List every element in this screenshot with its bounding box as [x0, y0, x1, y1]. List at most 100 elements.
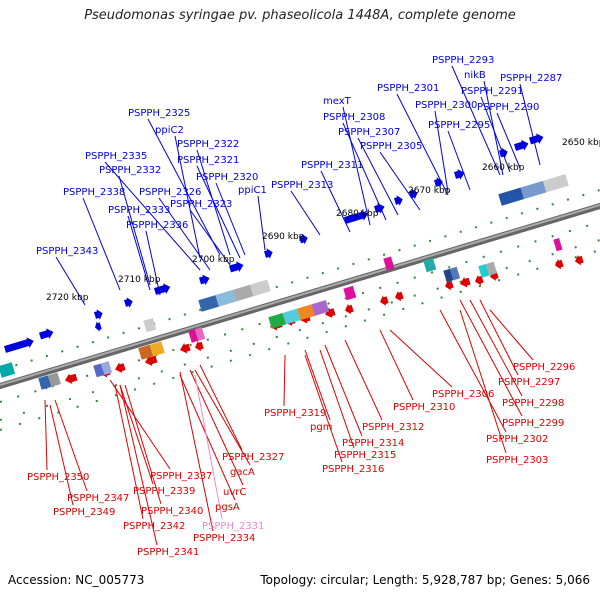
feature-block-c-cell-1 [282, 308, 301, 325]
gene-labels: PSPPH_2293 nikB PSPPH_2287 PSPPH_2291 PSPPH_… [27, 55, 575, 558]
reverse-label-2: PSPPH_2297 [498, 377, 560, 388]
reverse-gene-16-shape [475, 274, 484, 286]
forward-leader-2 [519, 83, 541, 166]
reverse-leader-27 [119, 384, 158, 546]
reverse-label-13: PSPPH_2303 [486, 455, 548, 466]
reverse-label-7: PSPPH_2312 [362, 422, 424, 433]
track-ticks [0, 189, 600, 431]
feature-block-b [498, 174, 569, 206]
forward-gene-3-shape [123, 297, 133, 308]
forward-leader-19 [215, 182, 246, 256]
forward-label-2: PSPPH_2287 [500, 73, 562, 84]
reverse-leader-18 [119, 384, 154, 485]
forward-gene-6-shape [228, 261, 244, 273]
feature-block-e-cell-1 [100, 361, 113, 375]
ticks-inner-reverse [0, 221, 600, 403]
scale-label-0: 2650 kbp [562, 138, 600, 148]
forward-label-25: PSPPH_2333 [108, 205, 170, 216]
reverse-label-10: PSPPH_2302 [486, 434, 548, 445]
forward-gene-6 [228, 261, 244, 273]
reverse-leader-11 [199, 364, 243, 451]
forward-gene-7 [263, 248, 273, 259]
reverse-label-24: PSPPH_2342 [123, 521, 185, 532]
reverse-label-16: PSPPH_2350 [27, 472, 89, 483]
forward-leader-15 [104, 161, 201, 271]
reverse-gene-16 [475, 274, 484, 286]
forward-gene-1 [38, 328, 54, 340]
gene-features [0, 133, 584, 390]
reverse-leader-20 [189, 369, 244, 486]
reverse-gene-14-shape [445, 279, 454, 291]
accession-text: Accession: NC_005773 [8, 573, 145, 587]
feature-block-g-cell-1 [449, 266, 461, 281]
feature-block-d [138, 341, 165, 360]
forward-label-8: PSPPH_2325 [128, 108, 190, 119]
reverse-label-9: PSPPH_2314 [342, 438, 404, 449]
reverse-gene-4 [145, 355, 158, 367]
forward-gene-9 [343, 210, 368, 224]
forward-gene-17-shape [528, 133, 544, 145]
feature-block-k-cell-1 [194, 327, 206, 341]
feature-block-m-cell-0 [0, 362, 16, 378]
feature-block-n-cell-0 [143, 317, 157, 333]
forward-leader-26 [145, 230, 161, 296]
forward-leader-7 [434, 110, 449, 193]
forward-leader-22 [82, 197, 121, 291]
forward-leader-20 [257, 195, 266, 251]
scale-label-1: 2660 kbp [482, 163, 525, 173]
reverse-leader-15 [194, 369, 251, 466]
label-leader-lines [44, 65, 541, 546]
reverse-gene-11-shape [345, 303, 354, 315]
ticks-inner-forward [0, 189, 600, 371]
forward-leader-25 [127, 215, 151, 291]
forward-leader-8 [147, 118, 221, 256]
forward-gene-17 [528, 133, 544, 145]
forward-label-12: PSPPH_2307 [338, 127, 400, 138]
feature-block-g [443, 266, 461, 283]
map-title: Pseudomonas syringae pv. phaseolicola 14… [84, 8, 516, 23]
reverse-leader-19 [54, 399, 88, 492]
scale-label-4: 2690 kbp [262, 232, 305, 242]
feature-block-l [423, 257, 437, 273]
forward-gene-3 [123, 297, 133, 308]
feature-block-d-cell-1 [149, 341, 165, 357]
genome-backbone [0, 202, 600, 390]
forward-label-5: PSPPH_2290 [477, 102, 539, 113]
forward-gene-2 [93, 309, 103, 320]
forward-gene-small-shape [95, 321, 102, 332]
forward-label-21: PSPPH_2313 [271, 180, 333, 191]
forward-gene-11 [393, 195, 403, 206]
reverse-label-19: PSPPH_2347 [67, 493, 129, 504]
reverse-leader-23 [179, 374, 236, 501]
forward-gene-9-shape [343, 210, 368, 224]
forward-gene-5 [198, 274, 210, 286]
ticks-outer-forward [0, 239, 600, 421]
reverse-gene-12-shape [380, 295, 389, 306]
reverse-gene-11 [345, 303, 354, 315]
reverse-gene-18 [555, 258, 564, 270]
reverse-leader-14 [304, 354, 343, 463]
reverse-label-8: pgm [310, 422, 332, 433]
feature-block-a-cell-2 [232, 284, 254, 302]
reverse-leader-22 [124, 384, 162, 505]
forward-label-1: nikB [464, 70, 486, 81]
reverse-leader-25 [194, 374, 223, 520]
forward-label-16: PSPPH_2321 [177, 155, 239, 166]
reverse-leader-24 [114, 384, 144, 520]
reverse-gene-3 [115, 362, 126, 374]
reverse-leader-26 [179, 371, 214, 532]
forward-label-10: PSPPH_2295 [428, 120, 490, 131]
reverse-leader-12 [319, 349, 355, 449]
feature-block-o [553, 238, 563, 252]
reverse-label-15: gacA [230, 467, 255, 478]
reverse-leader-21 [49, 404, 74, 506]
feature-block-k [188, 327, 206, 343]
feature-block-j [343, 285, 357, 301]
reverse-gene-13-shape [395, 290, 404, 302]
feature-block-h-cell-1 [485, 261, 498, 276]
feature-block-n [143, 317, 157, 333]
reverse-label-4: PSPPH_2310 [393, 402, 455, 413]
forward-leader-6 [342, 106, 371, 226]
forward-gene-5-shape [198, 274, 210, 286]
